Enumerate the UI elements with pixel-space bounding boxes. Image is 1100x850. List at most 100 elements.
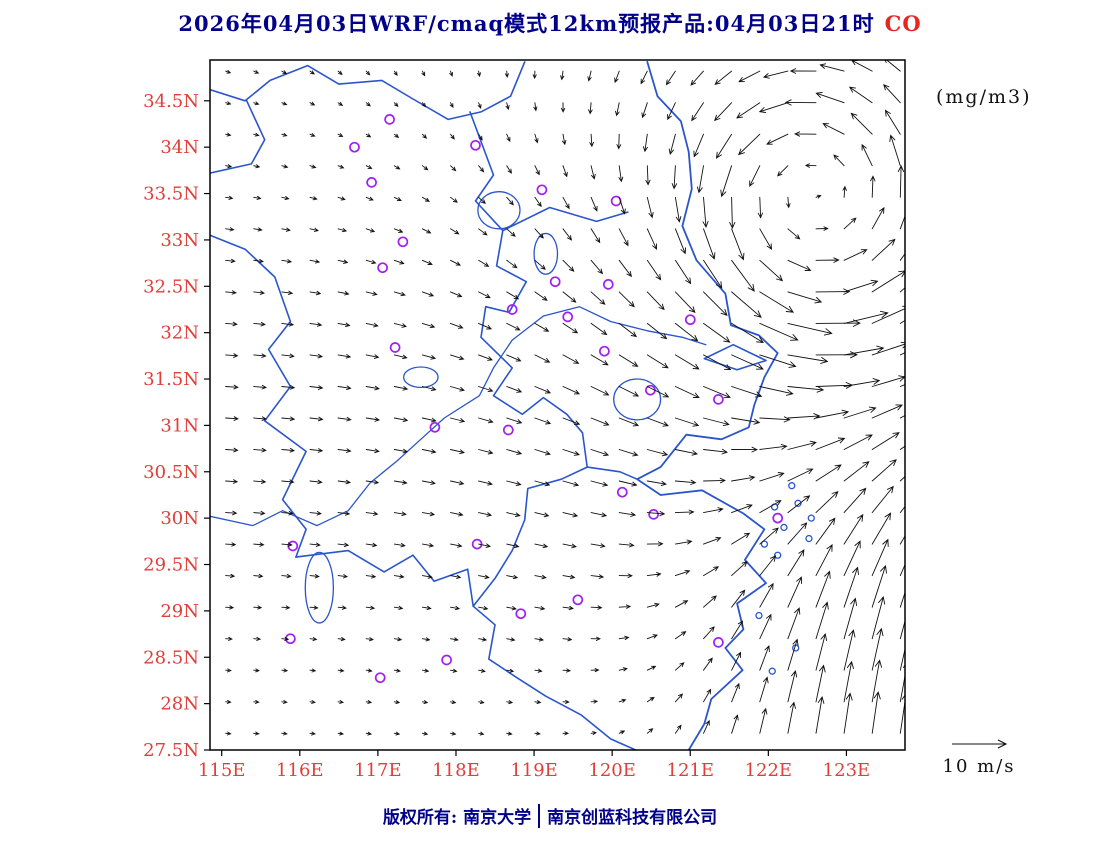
wind-arrow bbox=[646, 259, 662, 281]
wind-arrow bbox=[738, 70, 761, 83]
wind-arrow bbox=[618, 259, 632, 278]
co-marker-circle bbox=[713, 394, 724, 405]
wind-arrow bbox=[871, 375, 905, 387]
wind-arrow bbox=[590, 196, 598, 212]
wind-arrow bbox=[421, 417, 437, 423]
x-tick-label: 121E bbox=[667, 760, 715, 781]
wind-arrow bbox=[848, 86, 873, 104]
wind-arrow bbox=[590, 291, 606, 305]
wind-arrow bbox=[843, 487, 867, 514]
wind-arrow bbox=[589, 133, 594, 148]
wind-arrow bbox=[225, 416, 239, 421]
wind-arrow bbox=[843, 461, 870, 482]
small-island bbox=[788, 482, 796, 490]
co-marker-circle bbox=[645, 384, 656, 396]
wind-arrow bbox=[703, 417, 730, 427]
wind-arrow bbox=[815, 382, 854, 389]
wind-arrow bbox=[281, 668, 289, 673]
wind-arrow bbox=[674, 509, 695, 515]
wind-arrow bbox=[309, 574, 320, 579]
co-marker-circle bbox=[684, 314, 696, 326]
wind-arrow bbox=[618, 480, 638, 487]
small-island bbox=[755, 611, 763, 620]
wind-scale-label: 10 m/s bbox=[943, 756, 1016, 777]
wind-arrow bbox=[337, 511, 351, 516]
small-island bbox=[805, 534, 813, 543]
wind-arrow bbox=[815, 601, 829, 640]
wind-arrow bbox=[534, 291, 548, 301]
wind-arrow bbox=[421, 196, 430, 202]
co-marker-circle bbox=[397, 236, 409, 248]
wind-arrow bbox=[393, 70, 398, 77]
wind-arrow bbox=[562, 480, 580, 487]
wind-arrow bbox=[478, 322, 493, 330]
wind-arrow bbox=[253, 70, 260, 74]
wind-arrow bbox=[365, 605, 376, 610]
wind-arrow bbox=[618, 196, 626, 215]
province-boundary bbox=[501, 206, 629, 232]
x-tick-label: 116E bbox=[276, 760, 324, 781]
wind-arrow bbox=[253, 195, 262, 200]
wind-arrow bbox=[759, 354, 797, 368]
wind-arrow bbox=[478, 606, 489, 611]
wind-arrow bbox=[646, 354, 669, 369]
wind-arrow bbox=[871, 627, 884, 671]
wind-arrow bbox=[281, 700, 288, 704]
wind-arrow bbox=[714, 102, 733, 122]
wind-arrow bbox=[365, 228, 376, 233]
wind-arrow bbox=[225, 447, 239, 453]
wind-arrow bbox=[253, 258, 264, 264]
wind-arrow bbox=[562, 354, 580, 364]
wind-arrow bbox=[804, 163, 817, 168]
small-island bbox=[774, 551, 782, 559]
wind-arrow bbox=[365, 542, 378, 548]
wind-arrow bbox=[506, 606, 517, 611]
small-island bbox=[768, 667, 776, 675]
wind-arrow bbox=[477, 102, 482, 109]
wind-arrow bbox=[309, 133, 316, 137]
wind-arrow bbox=[478, 228, 488, 236]
wind-arrow bbox=[815, 437, 846, 450]
coastline bbox=[636, 61, 779, 750]
wind-arrow bbox=[560, 102, 566, 113]
wind-arrow bbox=[393, 542, 406, 548]
wind-arrow bbox=[703, 507, 724, 514]
wind-arrow bbox=[225, 542, 237, 547]
wind-arrow bbox=[562, 637, 573, 642]
wind-arrow bbox=[421, 102, 427, 108]
wind-arrow bbox=[731, 228, 745, 261]
wind-arrow bbox=[843, 660, 854, 703]
co-marker-circle bbox=[502, 424, 514, 436]
wind-arrow bbox=[618, 417, 640, 427]
wind-arrow bbox=[757, 196, 764, 219]
co-marker-circle bbox=[441, 654, 452, 666]
wind-arrow bbox=[309, 259, 321, 264]
wind-arrow bbox=[450, 417, 466, 423]
wind-arrow bbox=[253, 636, 262, 641]
wind-arrow bbox=[450, 354, 465, 361]
wind-arrow bbox=[590, 480, 609, 487]
wind-arrow bbox=[815, 351, 858, 359]
wind-arrow bbox=[337, 542, 350, 548]
wind-arrow bbox=[365, 668, 373, 673]
title-species: CO bbox=[884, 11, 922, 36]
wind-arrow bbox=[393, 165, 401, 170]
wind-arrow bbox=[365, 102, 371, 107]
wind-arrow bbox=[843, 597, 858, 640]
y-tick-label: 28N bbox=[160, 694, 199, 715]
wind-arrow bbox=[450, 605, 461, 611]
small-island bbox=[807, 514, 815, 522]
wind-arrow bbox=[365, 574, 377, 579]
wind-arrow bbox=[843, 378, 881, 387]
wind-arrow bbox=[618, 698, 627, 703]
wind-arrow bbox=[534, 165, 540, 176]
wind-arrow bbox=[884, 109, 901, 135]
wind-arrow bbox=[759, 555, 777, 577]
wind-arrow bbox=[421, 637, 431, 642]
wind-arrow bbox=[674, 291, 696, 314]
wind-arrow bbox=[618, 228, 629, 247]
co-marker-circle bbox=[602, 279, 614, 290]
wind-arrow bbox=[646, 602, 660, 608]
wind-arrow bbox=[506, 731, 513, 736]
wind-arrow bbox=[225, 573, 236, 579]
